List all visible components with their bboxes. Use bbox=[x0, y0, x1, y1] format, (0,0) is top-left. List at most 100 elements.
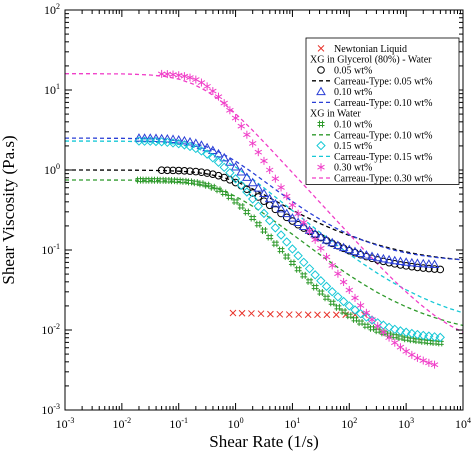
data-point-w015 bbox=[208, 153, 218, 163]
data-point-gly010 bbox=[412, 258, 423, 267]
data-point-w010 bbox=[396, 334, 404, 342]
data-point-gly010 bbox=[384, 254, 394, 264]
data-point-gly005 bbox=[430, 265, 439, 273]
legend-group-header: XG in Water bbox=[310, 109, 361, 120]
data-point-w030 bbox=[220, 99, 228, 108]
data-point-w030 bbox=[402, 347, 410, 356]
data-point-gly005 bbox=[231, 178, 240, 187]
data-point-newtonian bbox=[257, 310, 265, 318]
data-point-gly010 bbox=[395, 256, 406, 266]
plot-area bbox=[65, 69, 463, 369]
data-point-w030 bbox=[391, 338, 399, 347]
data-point-gly010 bbox=[242, 172, 252, 181]
data-point-gly010 bbox=[225, 157, 235, 166]
fit-line-gly010_fit bbox=[65, 137, 463, 261]
data-point-gly010 bbox=[185, 136, 195, 146]
series-w015 bbox=[134, 136, 445, 343]
y-tick-label: 100 bbox=[44, 162, 60, 177]
data-point-w015 bbox=[247, 194, 258, 204]
legend-label-gly010_fit: Carreau-Type: 0.10 wt% bbox=[334, 98, 432, 109]
data-point-gly005 bbox=[203, 169, 211, 177]
data-point-w015 bbox=[230, 174, 241, 184]
data-point-newtonian bbox=[314, 311, 321, 319]
data-point-w015 bbox=[344, 301, 354, 311]
data-point-w015 bbox=[174, 139, 184, 149]
data-point-gly010 bbox=[298, 221, 309, 230]
data-point-gly010 bbox=[253, 183, 264, 192]
data-point-w030 bbox=[311, 235, 319, 244]
data-point-w015 bbox=[401, 327, 411, 337]
data-point-gly005 bbox=[169, 166, 177, 175]
data-point-w010 bbox=[357, 319, 365, 327]
data-point-w015 bbox=[219, 162, 229, 173]
data-point-gly005 bbox=[192, 167, 200, 176]
data-point-gly010 bbox=[389, 255, 400, 265]
data-point-gly010 bbox=[196, 140, 207, 149]
data-point-gly010 bbox=[259, 188, 269, 197]
data-point-newtonian bbox=[229, 309, 237, 317]
data-point-w030 bbox=[430, 360, 439, 369]
data-point-w010 bbox=[266, 233, 274, 241]
data-point-newtonian bbox=[248, 310, 255, 317]
data-point-w010 bbox=[220, 189, 228, 197]
data-point-newtonian bbox=[332, 311, 340, 319]
data-point-w010 bbox=[288, 259, 296, 267]
data-point-w030 bbox=[203, 82, 211, 91]
data-point-w015 bbox=[338, 296, 349, 307]
data-point-gly010 bbox=[151, 133, 161, 142]
data-point-w010 bbox=[391, 332, 399, 340]
data-point-w030 bbox=[322, 252, 331, 261]
data-point-newtonian bbox=[285, 311, 293, 318]
data-point-gly005 bbox=[209, 170, 217, 179]
fit-line-w010_fit bbox=[65, 179, 463, 327]
data-point-gly010 bbox=[372, 252, 383, 262]
data-point-gly010 bbox=[168, 134, 178, 143]
plot-frame bbox=[64, 9, 464, 411]
data-point-w030 bbox=[373, 322, 382, 331]
data-point-w015 bbox=[168, 138, 178, 148]
data-point-w030 bbox=[299, 218, 308, 227]
data-point-gly010 bbox=[281, 208, 292, 218]
data-point-w030 bbox=[277, 183, 285, 192]
legend-swatch-w010 bbox=[317, 120, 325, 128]
data-point-gly010 bbox=[333, 240, 343, 249]
legend-swatch-gly010 bbox=[316, 86, 326, 96]
data-point-w010 bbox=[232, 197, 240, 205]
data-point-w030 bbox=[186, 73, 194, 82]
y-tick-label: 10-1 bbox=[41, 242, 60, 257]
data-point-w015 bbox=[333, 292, 343, 302]
data-point-w015 bbox=[424, 331, 434, 341]
data-point-gly010 bbox=[287, 213, 298, 222]
data-point-gly010 bbox=[350, 246, 360, 256]
data-point-gly005 bbox=[163, 166, 172, 175]
data-point-w010 bbox=[323, 294, 331, 302]
data-point-w030 bbox=[243, 130, 251, 139]
data-point-w010 bbox=[186, 178, 194, 186]
data-point-gly010 bbox=[327, 237, 338, 247]
data-point-w030 bbox=[356, 301, 365, 310]
data-point-gly010 bbox=[270, 198, 281, 208]
data-point-gly010 bbox=[429, 259, 440, 269]
data-point-gly005 bbox=[174, 166, 183, 175]
data-point-w030 bbox=[237, 122, 246, 131]
legend-label-gly005: 0.05 wt% bbox=[334, 66, 372, 77]
data-point-w010 bbox=[249, 214, 257, 222]
data-point-w015 bbox=[156, 137, 167, 147]
data-point-w015 bbox=[282, 237, 292, 247]
data-point-w015 bbox=[412, 329, 423, 340]
legend-box bbox=[305, 37, 460, 185]
legend-group-header: XG in Glycerol (80%) - Water bbox=[310, 55, 432, 66]
data-point-gly010 bbox=[247, 177, 258, 187]
data-point-gly010 bbox=[236, 167, 247, 176]
data-point-w015 bbox=[225, 168, 235, 178]
y-tick-label: 10-2 bbox=[41, 322, 60, 337]
data-point-w010 bbox=[317, 289, 325, 297]
data-point-w010 bbox=[283, 253, 291, 261]
data-point-w010 bbox=[345, 312, 353, 320]
data-point-gly010 bbox=[173, 135, 184, 144]
data-point-w015 bbox=[253, 201, 264, 211]
data-point-gly010 bbox=[378, 253, 389, 263]
legend-label-w030: 0.30 wt% bbox=[334, 163, 372, 174]
data-point-newtonian bbox=[238, 309, 246, 317]
x-tick-label: 10-2 bbox=[113, 416, 132, 431]
